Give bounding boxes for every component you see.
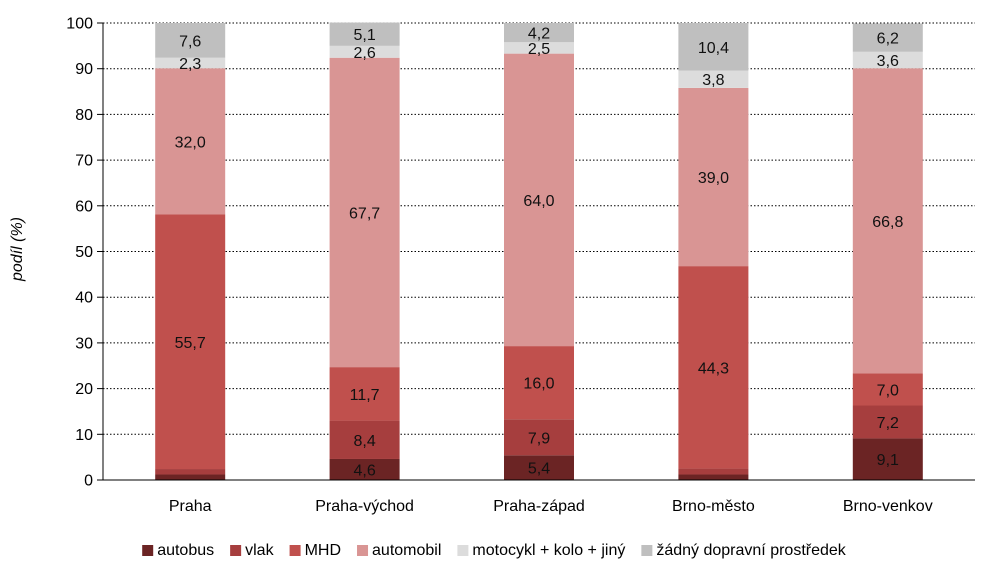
y-tick-label-60: 60 <box>75 198 93 215</box>
bar-autobus-Brno-město <box>678 474 749 480</box>
data-label-automobil-Praha-západ: 64,0 <box>523 193 554 210</box>
y-tick-label-90: 90 <box>75 61 93 78</box>
axes: podíl (%) 0 10 20 30 40 50 60 70 80 90 100 Praha Pra… <box>9 16 975 515</box>
y-tick-label-100: 100 <box>66 16 93 33</box>
legend-label-vlak: vlak <box>245 542 274 559</box>
legend-swatch-vlak <box>230 545 242 556</box>
data-label-vlak-Praha-západ: 7,9 <box>528 430 550 447</box>
data-label-MHD-Brno-venkov: 7,0 <box>877 383 899 400</box>
data-label-autobus-Brno-venkov: 9,1 <box>877 452 899 469</box>
y-tick-label-50: 50 <box>75 244 93 261</box>
data-label-motocykl + kolo + jiný-Brno-město: 3,8 <box>702 72 724 89</box>
bar-autobus-Brno-venkov <box>852 438 923 480</box>
data-label-MHD-Praha-východ: 11,7 <box>350 387 380 404</box>
bar-vlak-Praha-západ <box>504 419 574 456</box>
legend-item-motocykl + kolo + jiný: motocykl + kolo + jiný <box>457 542 625 559</box>
bar-MHD-Praha-západ <box>504 346 574 420</box>
y-tick-label-30: 30 <box>75 335 93 352</box>
data-label-vlak-Brno-venkov: 7,2 <box>877 415 899 432</box>
bar-automobil-Praha-východ <box>329 57 400 368</box>
legend-label-žádný dopravní prostředek: žádný dopravní prostředek <box>656 542 846 559</box>
data-label-motocykl + kolo + jiný-Praha-východ: 2,6 <box>353 45 375 62</box>
data-label-automobil-Praha: 32,0 <box>175 134 206 151</box>
bar-vlak-Praha <box>155 469 226 475</box>
bar-žádný dopravní prostředek-Praha <box>155 23 226 58</box>
bar-automobil-Praha <box>155 68 226 215</box>
bar-žádný dopravní prostředek-Praha-východ <box>329 22 400 46</box>
x-category-label-Praha-západ: Praha-západ <box>493 498 585 515</box>
bar-MHD-Praha-východ <box>329 367 400 421</box>
data-label-automobil-Brno-město: 39,0 <box>698 170 729 187</box>
data-label-žádný dopravní prostředek-Praha: 7,6 <box>179 33 201 50</box>
legend-label-autobus: autobus <box>157 542 214 559</box>
y-tick-label-70: 70 <box>75 153 93 170</box>
legend-label-motocykl + kolo + jiný: motocykl + kolo + jiný <box>472 542 625 559</box>
legend-item-žádný dopravní prostředek: žádný dopravní prostředek <box>641 542 847 559</box>
bar-MHD-Praha <box>155 214 226 470</box>
data-label-autobus-Praha-východ: 4,6 <box>353 462 375 479</box>
legend-swatch-automobil <box>357 545 369 556</box>
y-tick-label-80: 80 <box>75 107 93 124</box>
y-tick-label-20: 20 <box>75 381 93 398</box>
bars: 55,7 32,0 2,3 7,6 4,6 8,4 11,7 67,7 2,65,1 5,4 7,9… <box>155 22 923 480</box>
bar-autobus-Praha-východ <box>329 458 400 480</box>
bar-motocykl + kolo + jiný-Brno-venkov <box>852 51 923 69</box>
legend-swatch-motocykl + kolo + jiný <box>457 545 469 556</box>
bar-automobil-Brno-venkov <box>852 68 923 374</box>
legend-item-autobus: autobus <box>142 542 214 559</box>
bar-motocykl + kolo + jiný-Praha-západ <box>504 42 574 54</box>
data-label-žádný dopravní prostředek-Brno-venkov: 6,2 <box>877 31 899 48</box>
x-category-label-Praha-východ: Praha-východ <box>315 498 414 515</box>
data-label-vlak-Praha-východ: 8,4 <box>353 433 375 450</box>
data-label-autobus-Praha-západ: 5,4 <box>528 461 550 478</box>
bar-žádný dopravní prostředek-Brno-město <box>678 23 749 71</box>
bar-automobil-Praha-západ <box>504 53 574 347</box>
y-tick-label-10: 10 <box>75 427 93 444</box>
bar-autobus-Praha-západ <box>504 455 574 480</box>
bar-automobil-Brno-město <box>678 87 749 267</box>
bar-vlak-Praha-východ <box>329 420 400 459</box>
y-axis-title: podíl (%) <box>9 217 26 282</box>
bar-motocykl + kolo + jiný-Brno-město <box>678 70 749 88</box>
data-label-automobil-Brno-venkov: 66,8 <box>872 214 903 231</box>
data-label-MHD-Brno-město: 44,3 <box>698 360 729 377</box>
legend-item-vlak: vlak <box>230 542 275 559</box>
y-tick-label-0: 0 <box>84 473 93 490</box>
legend: autobus vlak MHD automobil motocykl + kolo +… <box>142 542 847 559</box>
bar-MHD-Brno-venkov <box>852 373 923 406</box>
x-category-label-Brno-město: Brno-město <box>672 498 755 515</box>
y-tick-label-40: 40 <box>75 290 93 307</box>
data-label-žádný dopravní prostředek-Brno-město: 10,4 <box>698 40 729 57</box>
data-label-MHD-Praha: 55,7 <box>175 335 206 352</box>
data-label-žádný dopravní prostředek-Praha-východ: 5,1 <box>353 27 375 44</box>
bar-žádný dopravní prostředek-Brno-venkov <box>852 23 923 52</box>
bar-MHD-Brno-město <box>678 266 749 469</box>
bar-žádný dopravní prostředek-Praha-západ <box>504 23 574 43</box>
legend-swatch-MHD <box>289 545 301 556</box>
x-category-label-Praha: Praha <box>169 498 212 515</box>
bar-autobus-Praha <box>155 474 226 480</box>
x-category-label-Brno-venkov: Brno-venkov <box>843 498 933 515</box>
bar-vlak-Brno-město <box>678 468 749 475</box>
data-label-motocykl + kolo + jiný-Praha-západ: 2,5 <box>528 41 550 58</box>
legend-swatch-autobus <box>142 545 154 556</box>
legend-label-MHD: MHD <box>305 542 341 559</box>
legend-label-automobil: automobil <box>372 542 441 559</box>
legend-item-MHD: MHD <box>289 542 341 559</box>
data-label-žádný dopravní prostředek-Praha-západ: 4,2 <box>528 26 550 43</box>
data-label-automobil-Praha-východ: 67,7 <box>349 205 380 222</box>
legend-swatch-žádný dopravní prostředek <box>641 545 653 556</box>
data-label-motocykl + kolo + jiný-Brno-venkov: 3,6 <box>877 53 899 70</box>
legend-item-automobil: automobil <box>357 542 441 559</box>
bar-motocykl + kolo + jiný-Praha-východ <box>329 45 400 58</box>
bar-vlak-Brno-venkov <box>852 405 923 439</box>
data-label-MHD-Praha-západ: 16,0 <box>523 376 554 393</box>
data-label-motocykl + kolo + jiný-Praha: 2,3 <box>179 56 201 73</box>
bar-motocykl + kolo + jiný-Praha <box>155 57 226 69</box>
